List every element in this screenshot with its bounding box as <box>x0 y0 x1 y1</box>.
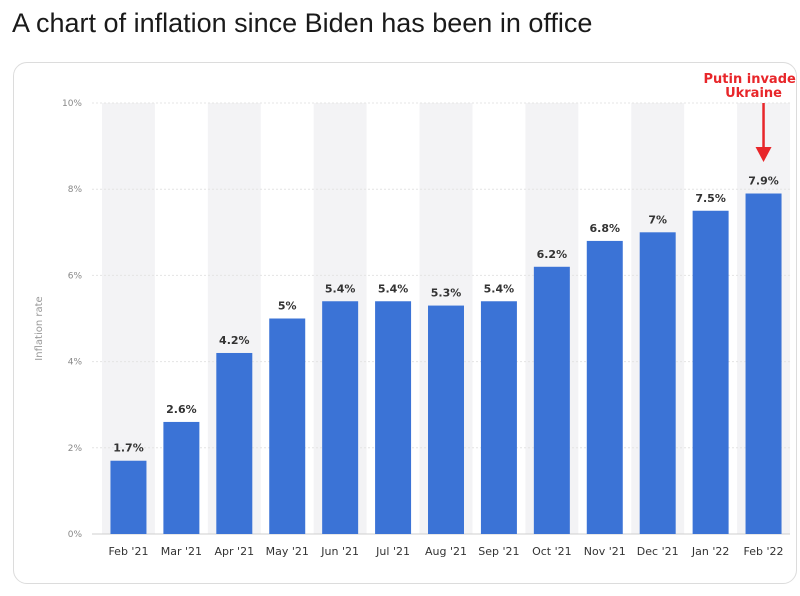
x-tick-label: May '21 <box>266 545 309 558</box>
x-tick-label: Jan '22 <box>691 545 729 558</box>
x-tick-label: Oct '21 <box>532 545 572 558</box>
x-tick-label: Aug '21 <box>425 545 467 558</box>
x-tick-label: Mar '21 <box>161 545 202 558</box>
bar-value-label: 6.2% <box>537 248 568 261</box>
bar-value-label: 5.4% <box>378 282 409 295</box>
bar <box>216 352 253 534</box>
x-tick-label: Feb '21 <box>108 545 148 558</box>
inflation-bar-chart: 0% 2% 4% 6% 8% 10% Inflation rate 1.7% 2.6% 4.2… <box>34 72 797 558</box>
y-tick-label: 4% <box>68 358 83 368</box>
bar <box>533 266 570 534</box>
post-title: A chart of inflation since Biden has bee… <box>12 8 593 38</box>
x-tick-label: Dec '21 <box>637 545 679 558</box>
x-tick-label: Jul '21 <box>375 545 410 558</box>
x-tick-label: Jun '21 <box>320 545 359 558</box>
x-tick-label: Apr '21 <box>215 545 255 558</box>
y-tick-label: 2% <box>68 444 83 454</box>
y-tick-label: 0% <box>68 530 83 540</box>
bar <box>639 232 676 535</box>
bar-value-label: 4.2% <box>219 334 250 347</box>
bar-value-label: 5% <box>278 300 297 313</box>
bar <box>322 301 359 534</box>
y-tick-label: 6% <box>68 271 83 281</box>
bar <box>163 421 200 534</box>
x-tick-label: Sep '21 <box>478 545 519 558</box>
bar-value-label: 6.8% <box>590 222 621 235</box>
chart-card: 0% 2% 4% 6% 8% 10% Inflation rate 1.7% 2.6% 4.2… <box>13 62 797 584</box>
bar <box>428 305 464 534</box>
bar-value-label: 5.3% <box>431 287 462 300</box>
bar <box>745 193 782 534</box>
bar <box>480 301 517 534</box>
y-tick-label: 8% <box>68 185 83 195</box>
bar-value-label: 5.4% <box>325 282 356 295</box>
y-axis-label: Inflation rate <box>34 296 45 360</box>
bar-value-label: 1.7% <box>113 442 144 455</box>
y-tick-label: 10% <box>62 99 82 109</box>
x-tick-label: Feb '22 <box>744 545 784 558</box>
bar <box>375 301 412 534</box>
x-tick-label: Nov '21 <box>584 545 626 558</box>
bar <box>269 318 306 534</box>
bar-value-label: 5.4% <box>484 282 515 295</box>
annotation-arrowhead <box>755 147 772 162</box>
putin-invades-annotation: Putin invades Ukraine <box>704 72 797 162</box>
bar-value-label: 7.5% <box>695 192 726 205</box>
bar-value-label: 2.6% <box>166 403 197 416</box>
bar <box>110 460 147 534</box>
bar-value-label: 7.9% <box>748 175 779 188</box>
bar-value-label: 7% <box>648 213 667 226</box>
bar <box>692 210 729 534</box>
annotation-line-1: Putin invades <box>704 72 797 87</box>
bar <box>586 240 623 535</box>
annotation-line-2: Ukraine <box>725 86 782 101</box>
